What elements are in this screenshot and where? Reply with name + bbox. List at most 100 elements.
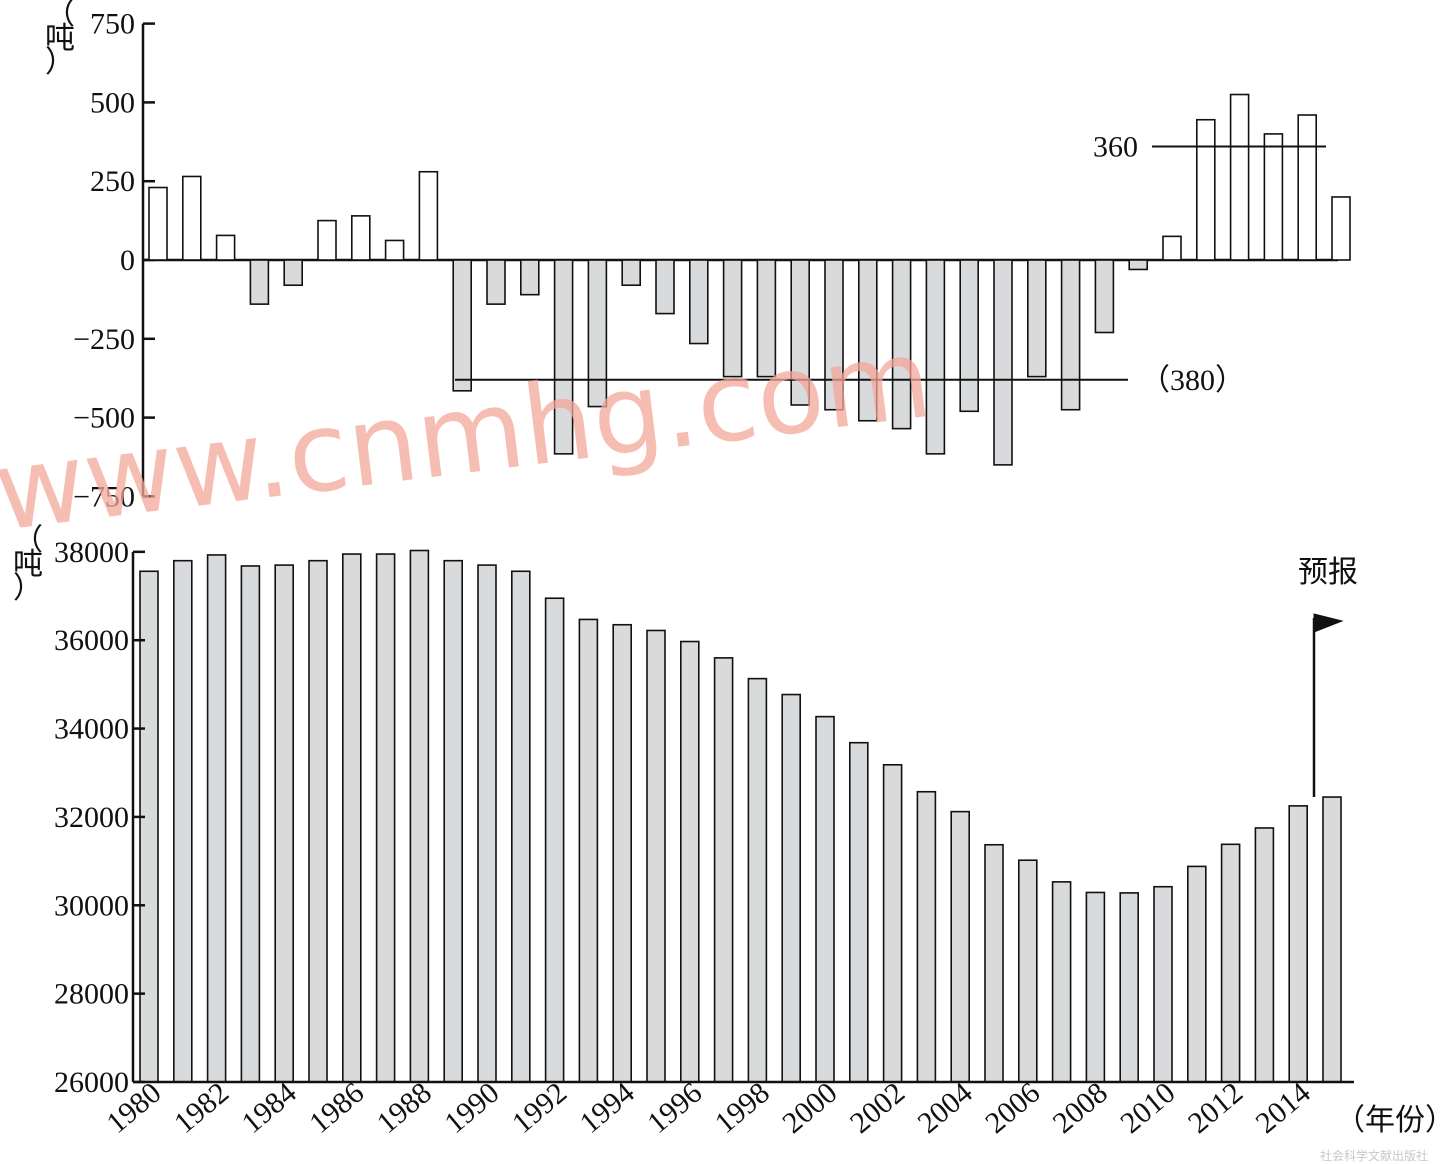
top-y-tick-label: 0 — [120, 244, 135, 277]
bottom-bar-2013 — [1254, 827, 1275, 1083]
bottom-bar-1988 — [409, 549, 430, 1083]
top-bar-1993 — [587, 259, 608, 408]
bottom-x-tick-label: 1988 — [371, 1076, 438, 1140]
top-bar-1995 — [655, 259, 675, 315]
top-bar-2003 — [925, 259, 946, 455]
top-y-tick-label: 750 — [90, 8, 135, 41]
bottom-y-unit-label: （吨） — [13, 523, 43, 606]
top-bar-1982 — [215, 234, 236, 261]
publisher-credit: 社会科学文献出版社 — [1320, 1148, 1428, 1163]
top-y-tick-label: 500 — [90, 86, 135, 119]
bottom-x-tick-label: 1982 — [168, 1076, 235, 1140]
top-bar-1984 — [283, 259, 304, 287]
bottom-y-tick-label: 28000 — [54, 978, 129, 1011]
top-bar-1983 — [249, 259, 270, 305]
bottom-x-tick-label: 1986 — [303, 1076, 370, 1140]
bottom-x-tick-label: 2006 — [979, 1076, 1046, 1140]
bottom-bar-2008 — [1085, 891, 1106, 1083]
top-bar-1986 — [350, 215, 371, 261]
top-bar-1988 — [418, 170, 439, 261]
bottom-x-tick-label: 1984 — [236, 1076, 303, 1140]
top-bar-1980 — [148, 186, 168, 261]
top-bar-1987 — [384, 239, 405, 261]
bottom-bar-1981 — [173, 559, 193, 1083]
bottom-y-tick-label: 34000 — [54, 713, 129, 746]
bottom-bar-2014 — [1288, 805, 1308, 1083]
bottom-bar-2009 — [1119, 892, 1139, 1083]
bottom-x-tick-label: 1994 — [574, 1076, 641, 1140]
bottom-bar-1998 — [747, 677, 768, 1083]
top-bar-2006 — [1027, 259, 1047, 378]
bottom-bar-1986 — [341, 553, 362, 1083]
bottom-y-tick-label: 38000 — [54, 536, 129, 569]
bottom-x-tick-label: 1990 — [438, 1076, 505, 1140]
forecast-label: 预报 — [1298, 555, 1358, 590]
bottom-x-tick-label: 2002 — [844, 1076, 911, 1140]
bottom-y-tick-label: 36000 — [54, 624, 129, 657]
top-bar-2014 — [1297, 114, 1317, 261]
bottom-bar-1984 — [274, 564, 295, 1083]
bottom-bar-2011 — [1187, 865, 1207, 1083]
bottom-bar-1993 — [578, 618, 599, 1083]
top-bar-1981 — [182, 175, 202, 261]
top-change-chart: 750 500 250 0 −250 −500 −750 （吨） 360 （380） — [45, 0, 1351, 513]
bottom-bar-1992 — [544, 597, 565, 1083]
bottom-bar-1991 — [510, 570, 531, 1083]
bottom-bar-2005 — [984, 843, 1004, 1083]
top-bar-2013 — [1263, 133, 1284, 261]
top-bar-1999 — [790, 259, 811, 406]
bottom-bar-2010 — [1153, 885, 1173, 1083]
bottom-bar-2015 — [1322, 796, 1342, 1083]
top-y-tick-label: −500 — [73, 402, 135, 435]
top-y-tick-label: −250 — [73, 323, 135, 356]
bottom-y-tick-label: 26000 — [54, 1066, 129, 1099]
top-bar-1997 — [722, 259, 743, 378]
bottom-bar-1995 — [646, 629, 666, 1083]
top-bar-2000 — [824, 259, 844, 411]
bottom-x-tick-label: 2014 — [1250, 1076, 1317, 1140]
bottom-x-tick-label: 2012 — [1182, 1076, 1249, 1140]
bottom-y-tick-label: 30000 — [54, 889, 129, 922]
bottom-x-tick-label: 1998 — [709, 1076, 776, 1140]
top-y-unit-label: （吨） — [45, 0, 75, 80]
top-bar-1990 — [486, 259, 506, 305]
bottom-bar-2002 — [882, 763, 903, 1083]
bottom-bar-2001 — [848, 741, 869, 1083]
bottom-bar-1987 — [375, 553, 396, 1083]
bottom-bar-2006 — [1017, 859, 1038, 1083]
top-bar-2009 — [1128, 259, 1148, 271]
top-bar-2002 — [891, 259, 912, 430]
top-bar-2010 — [1162, 235, 1182, 261]
avg-negative-label: （380） — [1140, 364, 1245, 397]
bottom-y-tick-label: 32000 — [54, 801, 129, 834]
top-bar-1998 — [756, 259, 777, 378]
top-y-tick-label: 250 — [90, 165, 135, 198]
bottom-bar-2000 — [815, 715, 835, 1083]
bottom-total-chart: 38000 36000 34000 32000 30000 28000 26000 （吨） 19… — [13, 523, 1444, 1140]
bottom-bar-1997 — [713, 657, 734, 1083]
top-bar-1992 — [553, 259, 574, 455]
bottom-bar-1994 — [612, 623, 633, 1083]
bottom-x-tick-label: 1992 — [506, 1076, 573, 1140]
avg-positive-label: 360 — [1093, 131, 1138, 164]
bottom-bar-1996 — [679, 640, 700, 1083]
top-bar-2015 — [1331, 196, 1351, 261]
bottom-x-tick-label: 1996 — [641, 1076, 708, 1140]
top-bar-2008 — [1094, 259, 1115, 334]
top-bar-1994 — [621, 259, 642, 287]
top-y-tick-label: −750 — [73, 480, 135, 513]
bottom-bar-1982 — [206, 554, 227, 1083]
bottom-x-tick-label: 2000 — [776, 1076, 843, 1140]
bottom-bar-2003 — [916, 790, 937, 1083]
bottom-x-tick-label: 2010 — [1114, 1076, 1181, 1140]
bottom-bar-1983 — [240, 565, 261, 1083]
bottom-bar-2004 — [950, 810, 971, 1083]
top-bar-2005 — [993, 259, 1013, 466]
bottom-bar-1980 — [139, 570, 159, 1083]
bottom-bar-1985 — [308, 559, 328, 1083]
bottom-bar-2012 — [1220, 843, 1241, 1083]
bottom-bar-1999 — [781, 693, 802, 1083]
top-bar-2004 — [959, 259, 980, 413]
bottom-bar-2007 — [1051, 881, 1072, 1083]
